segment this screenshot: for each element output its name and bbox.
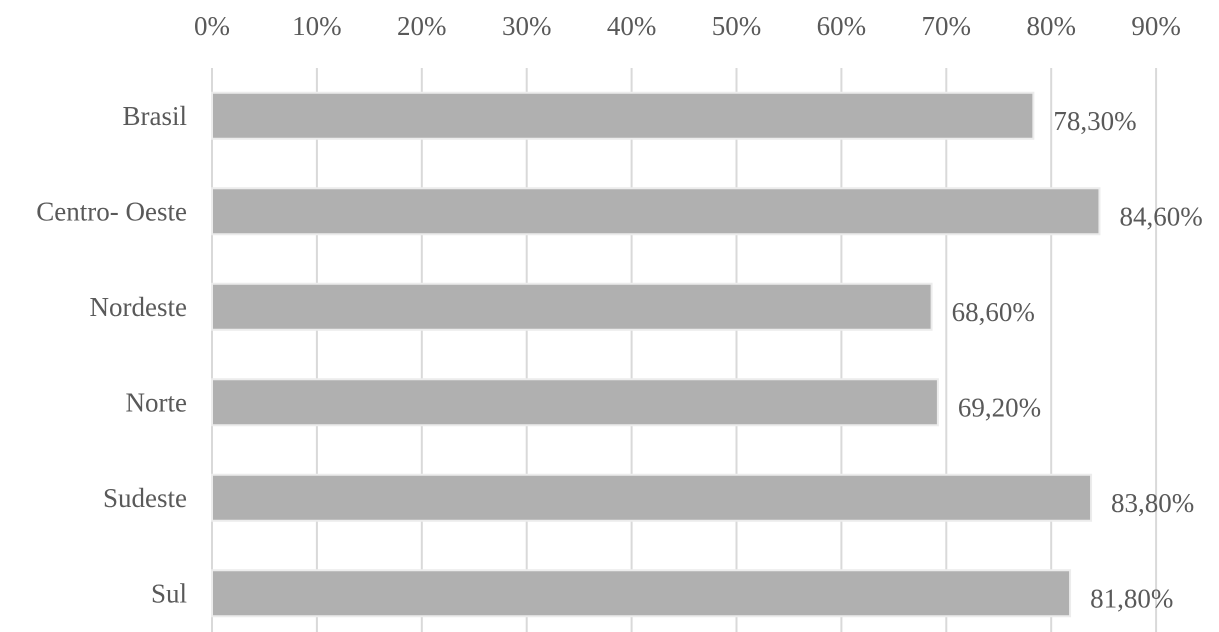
bar-centro-oeste bbox=[211, 187, 1101, 236]
x-tick-label: 50% bbox=[712, 11, 762, 41]
x-tick-label: 0% bbox=[194, 11, 230, 41]
data-label: 81,80% bbox=[1090, 583, 1173, 613]
x-axis-tick-labels: 0% 10% 20% 30% 40% 50% 60% 70% 80% 90% bbox=[194, 11, 1181, 41]
category-label: Nordeste bbox=[90, 292, 187, 322]
bar-norte bbox=[211, 378, 939, 427]
x-tick-label: 30% bbox=[502, 11, 552, 41]
data-label: 83,80% bbox=[1111, 488, 1194, 518]
x-tick-label: 90% bbox=[1131, 11, 1181, 41]
category-label: Centro- Oeste bbox=[36, 196, 187, 226]
x-tick-label: 60% bbox=[817, 11, 867, 41]
data-label: 68,60% bbox=[952, 297, 1035, 327]
x-tick-label: 40% bbox=[607, 11, 657, 41]
x-tick-label: 10% bbox=[292, 11, 342, 41]
bar-sudeste bbox=[211, 473, 1093, 522]
data-label: 84,60% bbox=[1119, 201, 1202, 231]
category-label: Sul bbox=[151, 578, 187, 608]
category-labels: Brasil Centro- Oeste Nordeste Norte Sudeste S… bbox=[36, 101, 187, 609]
data-label: 69,20% bbox=[958, 392, 1041, 422]
category-label: Brasil bbox=[123, 101, 188, 131]
bars bbox=[211, 91, 1101, 618]
bar-nordeste bbox=[211, 282, 933, 331]
category-label: Sudeste bbox=[103, 483, 187, 513]
gridlines bbox=[211, 68, 1158, 632]
category-label: Norte bbox=[126, 387, 187, 417]
bar-sul bbox=[211, 569, 1072, 618]
data-label: 78,30% bbox=[1053, 106, 1136, 136]
x-tick-label: 20% bbox=[397, 11, 447, 41]
data-labels: 78,30% 84,60% 68,60% 69,20% 83,80% 81,80% bbox=[952, 106, 1203, 614]
x-tick-label: 70% bbox=[922, 11, 972, 41]
bar-brasil bbox=[211, 91, 1035, 140]
x-tick-label: 80% bbox=[1026, 11, 1076, 41]
